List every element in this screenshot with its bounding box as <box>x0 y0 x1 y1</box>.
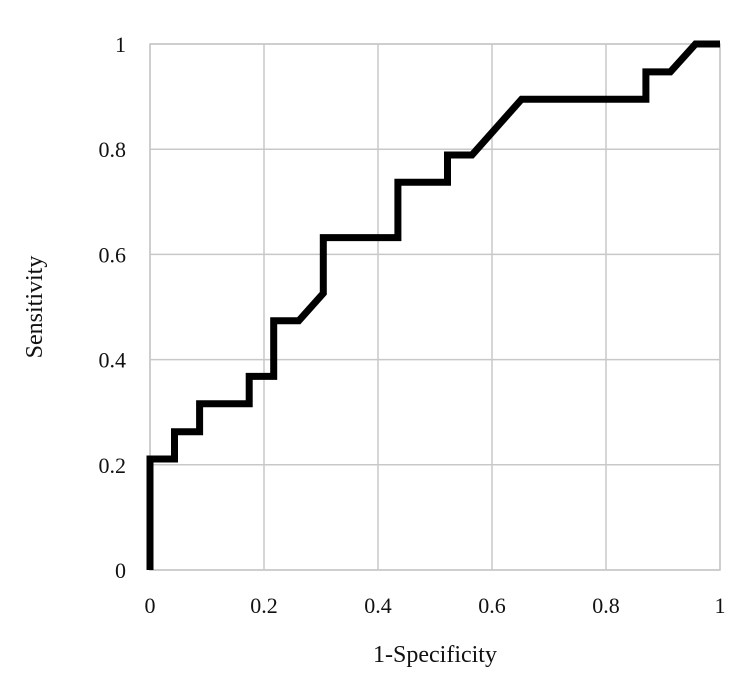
x-tick-label: 1 <box>715 593 726 618</box>
x-axis-title: 1-Specificity <box>373 642 497 668</box>
plot-area <box>149 43 721 571</box>
y-axis-title: Sensitivity <box>22 256 48 359</box>
roc-curve-line <box>146 40 720 570</box>
grid <box>149 43 721 571</box>
y-tick-label: 0.2 <box>99 453 127 478</box>
y-tick-label: 1 <box>115 32 126 57</box>
x-tick-label: 0.6 <box>478 593 506 618</box>
y-tick-label: 0.4 <box>99 348 127 373</box>
x-tick-label: 0.2 <box>250 593 278 618</box>
y-tick-label: 0.8 <box>99 137 127 162</box>
x-axis-ticks: 0 0.2 0.4 0.6 0.8 1 <box>145 593 726 618</box>
x-tick-label: 0 <box>145 593 156 618</box>
y-axis-ticks: 0 0.2 0.4 0.6 0.8 1 <box>99 32 127 583</box>
x-tick-label: 0.4 <box>364 593 392 618</box>
x-tick-label: 0.8 <box>592 593 620 618</box>
y-tick-label: 0 <box>115 558 126 583</box>
y-tick-label: 0.6 <box>99 242 127 267</box>
